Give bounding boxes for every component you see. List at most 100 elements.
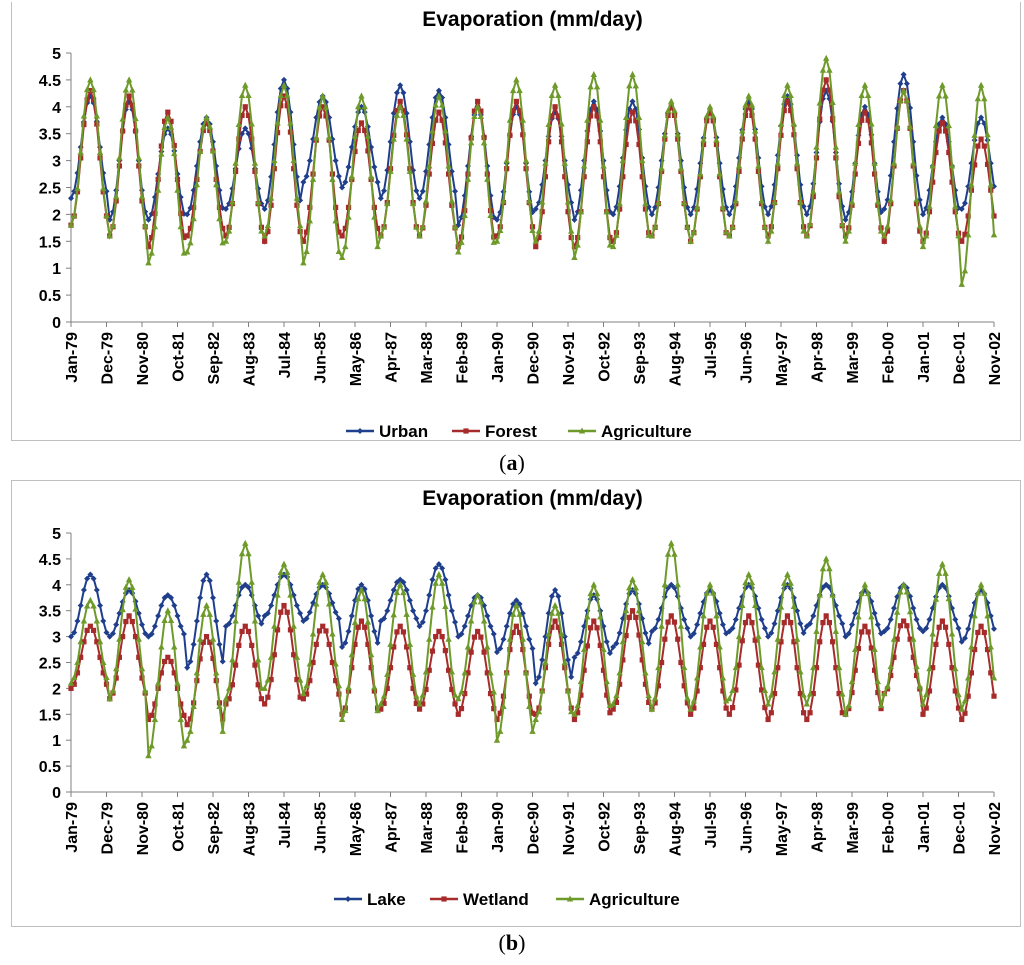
data-point: [236, 136, 242, 142]
data-point: [300, 690, 307, 697]
data-point: [487, 623, 494, 630]
data-point: [307, 678, 313, 684]
data-point: [116, 635, 123, 642]
data-point: [126, 613, 132, 619]
data-point: [555, 624, 561, 630]
x-tick-label: Feb-89: [455, 332, 472, 384]
data-point: [187, 658, 194, 665]
data-point: [407, 665, 413, 671]
x-tick-label: Jun-85: [313, 332, 330, 384]
data-point: [145, 633, 152, 640]
data-point: [688, 711, 694, 717]
data-point: [720, 688, 726, 694]
data-point: [875, 689, 881, 696]
data-point: [393, 589, 401, 596]
data-point: [139, 621, 145, 628]
data-point: [674, 131, 681, 138]
legend-marker: [357, 428, 363, 434]
data-point: [765, 211, 772, 218]
data-point: [500, 197, 507, 204]
data-point: [306, 660, 314, 667]
data-point: [697, 610, 704, 617]
data-point: [245, 112, 252, 119]
data-point: [196, 635, 204, 642]
data-point: [919, 243, 927, 250]
data-point: [984, 161, 991, 167]
data-point: [829, 98, 836, 105]
data-point: [219, 239, 226, 246]
data-point: [913, 663, 920, 670]
data-point: [990, 674, 998, 681]
data-point: [493, 736, 501, 743]
data-point: [303, 615, 310, 622]
data-point: [500, 703, 507, 710]
data-point: [568, 708, 575, 715]
data-point: [287, 591, 294, 598]
data-point: [671, 619, 678, 625]
x-tick-label: Apr-98: [810, 802, 827, 853]
data-point: [120, 128, 126, 134]
data-point: [419, 223, 426, 230]
data-point: [606, 241, 614, 248]
data-point: [526, 197, 533, 204]
data-point: [897, 623, 904, 629]
data-point: [316, 103, 323, 110]
data-point: [664, 550, 672, 557]
data-point: [264, 610, 271, 617]
data-point: [819, 66, 827, 73]
data-point: [171, 643, 178, 650]
data-point: [509, 87, 517, 94]
data-point: [639, 638, 646, 645]
data-point: [636, 632, 642, 638]
data-point: [229, 682, 235, 688]
data-point: [193, 181, 201, 188]
data-point: [629, 98, 636, 105]
data-point: [645, 640, 652, 647]
data-point: [278, 609, 284, 615]
data-point: [125, 76, 133, 83]
data-point: [467, 617, 475, 624]
data-point: [226, 696, 232, 702]
data-point: [571, 244, 578, 250]
data-point: [842, 237, 849, 244]
data-point: [509, 610, 517, 617]
data-point: [397, 623, 403, 629]
data-point: [167, 617, 175, 624]
data-point: [494, 716, 500, 723]
data-point: [751, 602, 759, 609]
data-point: [739, 638, 745, 644]
data-point: [455, 695, 462, 702]
data-point: [959, 716, 965, 723]
data-point: [529, 227, 536, 234]
x-tick-label: Nov-80: [135, 332, 152, 385]
data-point: [533, 244, 539, 250]
series-agriculture: [67, 539, 998, 759]
data-point: [797, 198, 804, 205]
data-point: [971, 131, 978, 138]
data-point: [303, 691, 310, 697]
x-tick-label: Jul-84: [277, 332, 294, 378]
y-tick-label: 0: [52, 315, 61, 332]
data-point: [713, 136, 720, 143]
data-point: [817, 639, 823, 645]
data-point: [906, 608, 914, 615]
data-point: [67, 221, 75, 228]
data-point: [293, 653, 301, 660]
data-point: [923, 691, 930, 698]
data-point: [171, 150, 178, 157]
data-point: [455, 633, 462, 640]
data-point: [96, 149, 104, 156]
data-point: [848, 198, 856, 205]
data-point: [452, 619, 459, 626]
data-point: [180, 742, 188, 749]
data-point: [742, 579, 749, 586]
data-point: [249, 136, 255, 142]
data-point: [68, 685, 74, 691]
data-point: [242, 81, 249, 88]
data-point: [781, 620, 787, 626]
data-point: [106, 232, 113, 239]
data-point: [497, 727, 504, 734]
data-point: [355, 127, 361, 134]
data-point: [206, 577, 213, 584]
data-point: [419, 188, 426, 195]
